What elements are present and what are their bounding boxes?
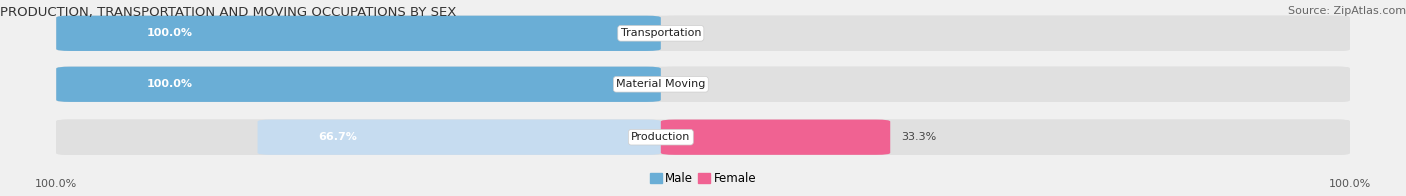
Text: 33.3%: 33.3% — [901, 132, 936, 142]
Legend: Male, Female: Male, Female — [645, 168, 761, 190]
Text: Transportation: Transportation — [620, 28, 702, 38]
Text: Production: Production — [631, 132, 690, 142]
Text: 66.7%: 66.7% — [318, 132, 357, 142]
Text: 100.0%: 100.0% — [1329, 179, 1371, 189]
FancyBboxPatch shape — [661, 120, 890, 155]
FancyBboxPatch shape — [56, 120, 661, 155]
FancyBboxPatch shape — [257, 120, 661, 155]
FancyBboxPatch shape — [56, 67, 661, 102]
Text: 100.0%: 100.0% — [146, 28, 193, 38]
Text: PRODUCTION, TRANSPORTATION AND MOVING OCCUPATIONS BY SEX: PRODUCTION, TRANSPORTATION AND MOVING OC… — [0, 6, 457, 19]
Text: 0.0%: 0.0% — [672, 79, 700, 89]
FancyBboxPatch shape — [661, 67, 1350, 102]
Text: 100.0%: 100.0% — [146, 79, 193, 89]
FancyBboxPatch shape — [56, 16, 661, 51]
FancyBboxPatch shape — [56, 16, 661, 51]
Text: 100.0%: 100.0% — [35, 179, 77, 189]
FancyBboxPatch shape — [56, 16, 1350, 51]
Text: Material Moving: Material Moving — [616, 79, 706, 89]
FancyBboxPatch shape — [56, 120, 1350, 155]
FancyBboxPatch shape — [56, 67, 1350, 102]
FancyBboxPatch shape — [661, 120, 1350, 155]
FancyBboxPatch shape — [56, 67, 661, 102]
Text: 0.0%: 0.0% — [672, 28, 700, 38]
FancyBboxPatch shape — [661, 16, 1350, 51]
Text: Source: ZipAtlas.com: Source: ZipAtlas.com — [1288, 6, 1406, 16]
